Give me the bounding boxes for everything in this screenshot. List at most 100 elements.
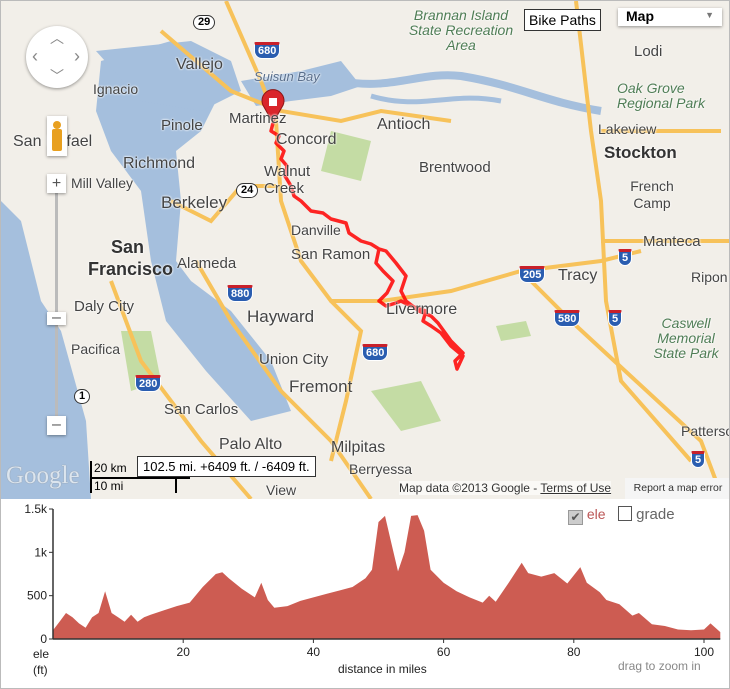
- map-type-dropdown[interactable]: Map ▼: [618, 8, 722, 26]
- legend-ele[interactable]: ✔ ele: [568, 506, 606, 525]
- city-label: Lodi: [634, 43, 663, 60]
- map-attribution: Map data ©2013 Google - Terms of Use: [399, 481, 612, 495]
- zoom-hint: drag to zoom in: [618, 659, 701, 673]
- chevron-down-icon: ▼: [705, 10, 714, 20]
- pan-up-icon[interactable]: ︿: [50, 30, 64, 46]
- zoom-in-button[interactable]: +: [47, 174, 66, 193]
- highway-shield: 1: [74, 389, 91, 404]
- zoom-out-button[interactable]: –: [47, 416, 66, 435]
- y-axis-label-line2: (ft): [33, 663, 48, 677]
- city-label: Ripon: [691, 269, 728, 285]
- pan-left-icon[interactable]: ‹: [32, 46, 38, 66]
- pan-right-icon[interactable]: ›: [74, 46, 80, 66]
- city-label: Richmond: [123, 155, 196, 172]
- highway-shield: 5: [691, 451, 706, 468]
- start-marker-icon[interactable]: [261, 89, 285, 125]
- x-tick-label: 40: [307, 645, 321, 659]
- pan-down-icon[interactable]: ﹀: [50, 68, 64, 84]
- y-tick-label: 1.5k: [24, 502, 48, 516]
- legend-grade[interactable]: grade: [618, 506, 675, 523]
- city-label: View: [266, 482, 297, 498]
- x-tick-label: 80: [567, 645, 581, 659]
- attribution-text: Map data ©2013 Google -: [399, 481, 541, 495]
- city-label: Mill Valley: [71, 175, 133, 191]
- scale-km: 20 km: [94, 461, 127, 475]
- y-axis-label-line1: ele: [33, 647, 50, 661]
- route-summary: 102.5 mi. +6409 ft. / -6409 ft.: [137, 456, 316, 477]
- y-tick-label: 500: [27, 589, 47, 603]
- zoom-slider-track[interactable]: [55, 184, 58, 429]
- report-map-error-link[interactable]: Report a map error: [625, 478, 729, 499]
- pan-control[interactable]: ︿ ﹀ ‹ ›: [26, 26, 88, 88]
- city-label: Union City: [259, 351, 329, 368]
- city-label: Palo Alto: [219, 436, 283, 453]
- highway-shield: 880: [227, 285, 254, 302]
- city-label: Martinez: [229, 110, 287, 127]
- elevation-chart[interactable]: 0 500 1k 1.5k 20 40 60 80 100 ele (ft) distance …: [1, 499, 730, 689]
- city-label: Fremont: [289, 377, 353, 396]
- grade-checkbox[interactable]: [618, 506, 632, 521]
- city-label: San Ramon: [291, 246, 371, 263]
- san-francisco-bay: [96, 41, 291, 421]
- city-label: Ignacio: [93, 81, 139, 97]
- city-label: Livermore: [386, 301, 458, 318]
- city-label: Alameda: [177, 255, 237, 272]
- delta-river: [340, 71, 602, 115]
- city-label: Berryessa: [349, 461, 413, 477]
- city-label: Francisco: [88, 259, 174, 279]
- city-label: Hayward: [247, 307, 315, 326]
- city-label: Manteca: [643, 233, 701, 250]
- city-label: Tracy: [558, 267, 598, 284]
- park-label: Oak Grove Regional Park: [617, 80, 705, 111]
- park-area: [321, 131, 371, 181]
- bike-paths-button[interactable]: Bike Paths: [524, 9, 601, 31]
- terms-of-use-link[interactable]: Terms of Use: [540, 481, 612, 495]
- city-label: Berkeley: [161, 193, 228, 212]
- map-canvas[interactable]: Vallejo Ignacio San Rafael Mill Valley P…: [1, 1, 729, 499]
- city-label: Antioch: [377, 116, 431, 133]
- city-label: San Carlos: [164, 401, 239, 418]
- elevation-area: [53, 515, 721, 639]
- city-label: Patterson: [681, 423, 729, 439]
- san-pablo-bay: [96, 41, 241, 111]
- highway-shield: 29: [193, 15, 216, 30]
- ele-checkbox[interactable]: ✔: [568, 510, 583, 525]
- park-area: [371, 381, 441, 431]
- city-label: Daly City: [74, 298, 135, 315]
- y-tick-label: 0: [40, 632, 47, 646]
- highway-shield: 280: [135, 375, 162, 392]
- highway-shield: 5: [618, 249, 633, 266]
- highway-shield: 680: [254, 42, 281, 59]
- delta-river: [370, 93, 502, 105]
- elevation-plot[interactable]: 0 500 1k 1.5k 20 40 60 80 100: [1, 499, 730, 689]
- pacific-ocean: [1, 201, 91, 499]
- x-tick-label: 20: [177, 645, 191, 659]
- city-label: Vallejo: [176, 56, 223, 73]
- city-label: Pacifica: [71, 341, 121, 357]
- city-label: Danville: [291, 222, 341, 238]
- city-label: Concord: [276, 131, 337, 148]
- zoom-slider-handle[interactable]: –: [47, 310, 66, 326]
- city-label: Lakeview: [598, 121, 657, 137]
- park-area: [496, 321, 531, 341]
- city-label: Pinole: [161, 117, 203, 134]
- highway-shield: 580: [554, 310, 581, 327]
- pegman-icon[interactable]: [47, 116, 67, 156]
- scale-bar: 20 km 10 mi: [90, 461, 190, 493]
- city-label: Milpitas: [331, 439, 386, 456]
- highway-shield: 205: [519, 266, 546, 283]
- park-label: Caswell Memorial State Park: [653, 315, 719, 361]
- route-line: [269, 122, 465, 371]
- park-label: Brannan Island State Recreation Area: [408, 7, 514, 53]
- x-tick-label: 100: [694, 645, 714, 659]
- y-tick-label: 1k: [34, 545, 48, 559]
- legend-ele-label: ele: [586, 506, 606, 522]
- city-label: Walnut Creek: [264, 163, 311, 197]
- city-label: French Camp: [630, 178, 674, 211]
- highway-shield: 24: [236, 183, 259, 198]
- map-type-value: Map: [626, 8, 654, 24]
- city-label: San: [111, 237, 145, 257]
- x-axis-label: distance in miles: [338, 662, 427, 676]
- water-label: Suisun Bay: [254, 69, 320, 84]
